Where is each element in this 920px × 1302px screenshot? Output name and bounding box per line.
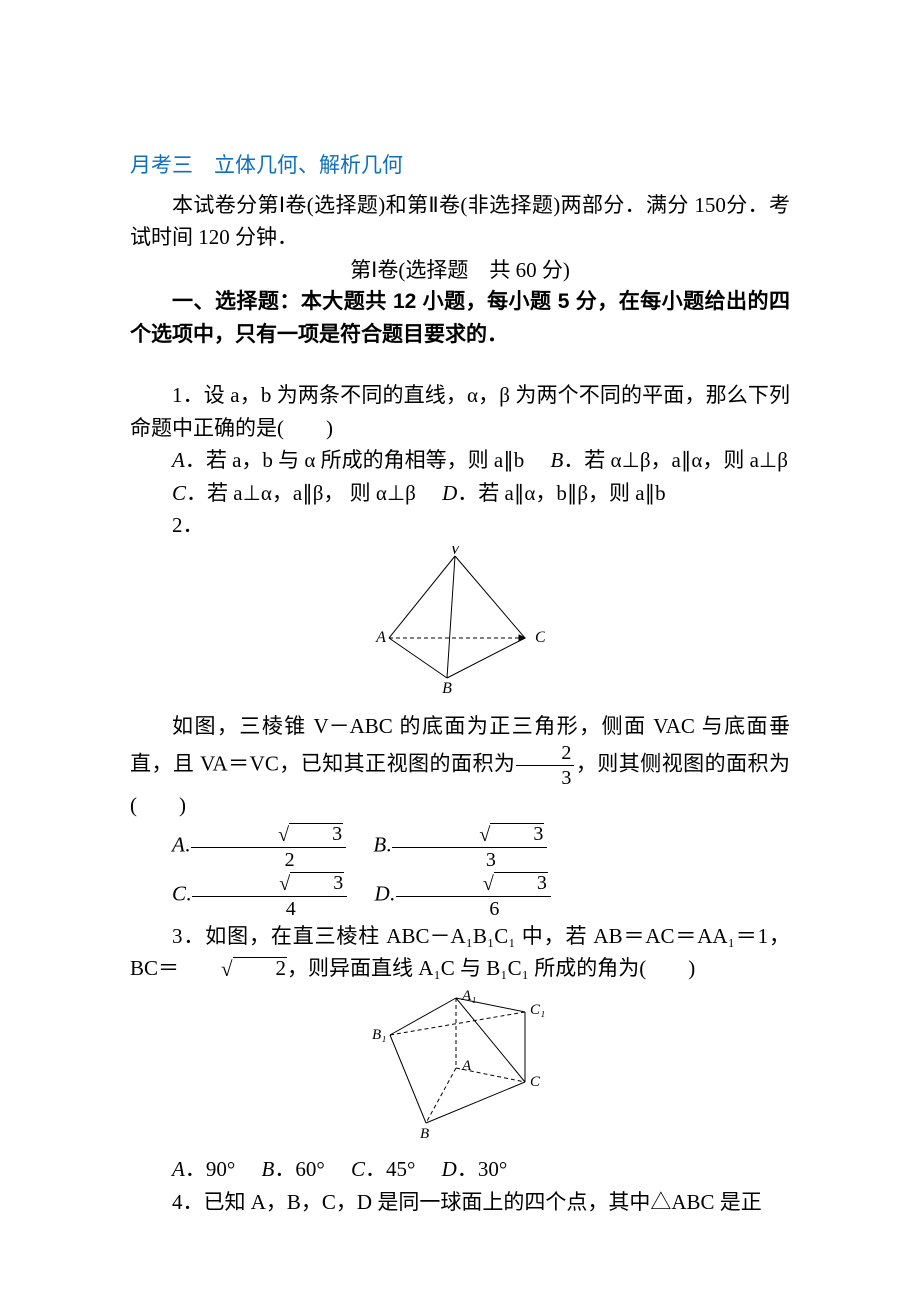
q2-figure: V A B C [130,546,790,706]
q3-optC: 45° [386,1157,415,1181]
instructions: 一、选择题：本大题共 12 小题，每小题 5 分，在每小题给出的四个选项中，只有… [130,286,790,351]
q3-figure: A₁ B₁ C₁ A B C [130,990,790,1150]
label-C: C [530,1074,541,1090]
q3-stem-post: ，则异面直线 A₁C 与 B₁C₁ 所成的角为( ) [287,956,695,980]
opt-letter-D: D [375,881,390,905]
q2-optD-frac: √36 [396,871,551,920]
q2-frac: 23 [516,742,574,789]
opt-letter-B: B [261,1157,274,1181]
opt-letter-C: C [172,481,186,505]
label-A1: A₁ [461,990,476,1004]
q4-stem: 4．已知 A，B，C，D 是同一球面上的四个点，其中△ABC 是正 [130,1186,790,1219]
opt-letter-A: A [172,448,185,472]
q2-optA-den: 2 [191,848,346,871]
q2-stem: 如图，三棱锥 V－ABC 的底面为正三角形，侧面 VAC 与底面垂直，且 VA＝… [130,710,790,822]
opt-letter-C: C [172,881,186,905]
q1-optB: ．若 α⊥β，a∥α，则 a⊥β [563,448,788,472]
q2-optB-den: 3 [392,848,547,871]
intro-line: 本试卷分第Ⅰ卷(选择题)和第Ⅱ卷(非选择题)两部分．满分 150分．考试时间 1… [130,189,790,254]
page: 月考三 立体几何、解析几何 本试卷分第Ⅰ卷(选择题)和第Ⅱ卷(非选择题)两部分．… [0,0,920,1302]
spacer [130,351,790,379]
q1-stem: 1．设 a，b 为两条不同的直线，α，β 为两个不同的平面，那么下列命题中正确的… [130,379,790,444]
q1-opts-row2: C．若 a⊥α，a∥β， 则 α⊥β D．若 a∥α，b∥β，则 a∥b [130,477,790,510]
q2-opts-row1: A.√32 B.√33 [130,822,790,871]
q2-optC-frac: √34 [192,871,347,920]
q2-frac-den: 3 [516,766,574,789]
label-B: B [442,680,452,696]
section-heading: 第Ⅰ卷(选择题 共 60 分) [130,254,790,287]
q2-opts-row2: C.√34 D.√36 [130,871,790,920]
q3-optA: 90° [206,1157,235,1181]
q3-opts: A．90° B．60° C．45° D．30° [130,1153,790,1186]
q1-optC: ．若 a⊥α，a∥β， 则 α⊥β [186,481,437,505]
q1-optA: ．若 a，b 与 α 所成的角相等，则 a∥b [185,448,545,472]
q2-label: 2． [130,509,790,542]
q2-optB-frac: √33 [392,822,547,871]
q2-optC-den: 4 [192,897,347,920]
exam-title: 月考三 立体几何、解析几何 [130,150,790,183]
label-A: A [461,1058,472,1074]
label-A: A [375,629,386,646]
label-B: B [420,1126,429,1140]
label-C: C [535,629,545,646]
q3-stem: 3．如图，在直三棱柱 ABC－A₁B₁C₁ 中，若 AB＝AC＝AA₁＝1，BC… [130,920,790,986]
q3-optB: 60° [295,1157,324,1181]
opt-letter-A: A [172,832,185,856]
label-B1: B₁ [372,1027,386,1043]
q1-opts-row1: A．若 a，b 与 α 所成的角相等，则 a∥b B．若 α⊥β，a∥α，则 a… [130,444,790,477]
opt-letter-C: C [351,1157,365,1181]
tetrahedron-svg: V A B C [375,546,545,696]
q3-optD: 30° [478,1157,507,1181]
q3-sqrt: 2 [233,957,288,979]
opt-letter-A: A [172,1157,185,1181]
prism-svg: A₁ B₁ C₁ A B C [370,990,550,1140]
q1-optD: ．若 a∥α，b∥β，则 a∥b [457,481,665,505]
opt-letter-B: B [373,832,386,856]
label-V: V [450,546,462,558]
label-C1: C₁ [530,1002,545,1018]
opt-letter-D: D [442,481,457,505]
q2-optA-frac: √32 [191,822,346,871]
opt-letter-B: B [550,448,563,472]
q2-frac-num: 2 [516,742,574,766]
opt-letter-D: D [442,1157,457,1181]
q2-optD-den: 6 [396,897,551,920]
